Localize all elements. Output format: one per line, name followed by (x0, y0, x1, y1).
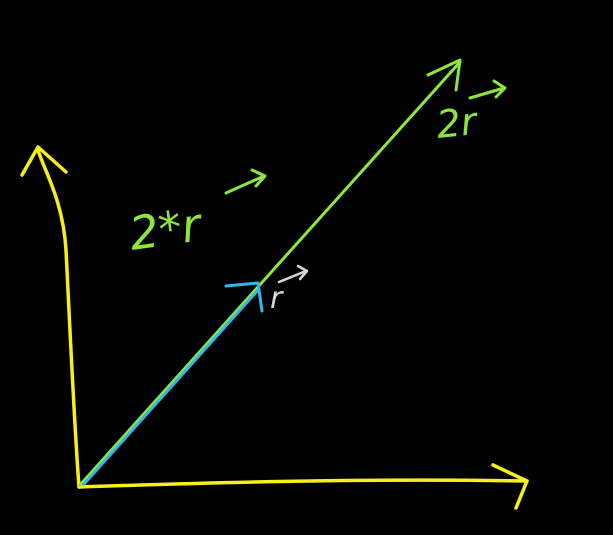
label-2-times-r-text: 2*r (126, 197, 207, 261)
label-r-vector-arrow (277, 264, 309, 284)
scaled-vector-2r (78, 58, 462, 487)
unit-vector-line (82, 288, 260, 486)
label-r-text: r (270, 281, 284, 316)
label-2-times-r-vector-arrow (224, 168, 267, 195)
scaled-vector-arrowhead (426, 58, 462, 92)
label-r: r (270, 264, 309, 316)
label-2-times-r: 2*r (126, 168, 267, 261)
coordinate-axes (20, 145, 529, 510)
x-axis-arrowhead (491, 463, 529, 510)
unit-vector-r (82, 281, 264, 486)
unit-vector-arrowhead (224, 281, 264, 313)
x-axis (77, 478, 529, 489)
label-2r-vector-arrow (468, 79, 507, 100)
label-2r-text: 2r (434, 99, 481, 147)
label-2r: 2r (434, 79, 507, 147)
y-axis (36, 148, 81, 489)
scaled-vector-line (78, 60, 462, 487)
y-axis-arrowhead (20, 145, 68, 177)
